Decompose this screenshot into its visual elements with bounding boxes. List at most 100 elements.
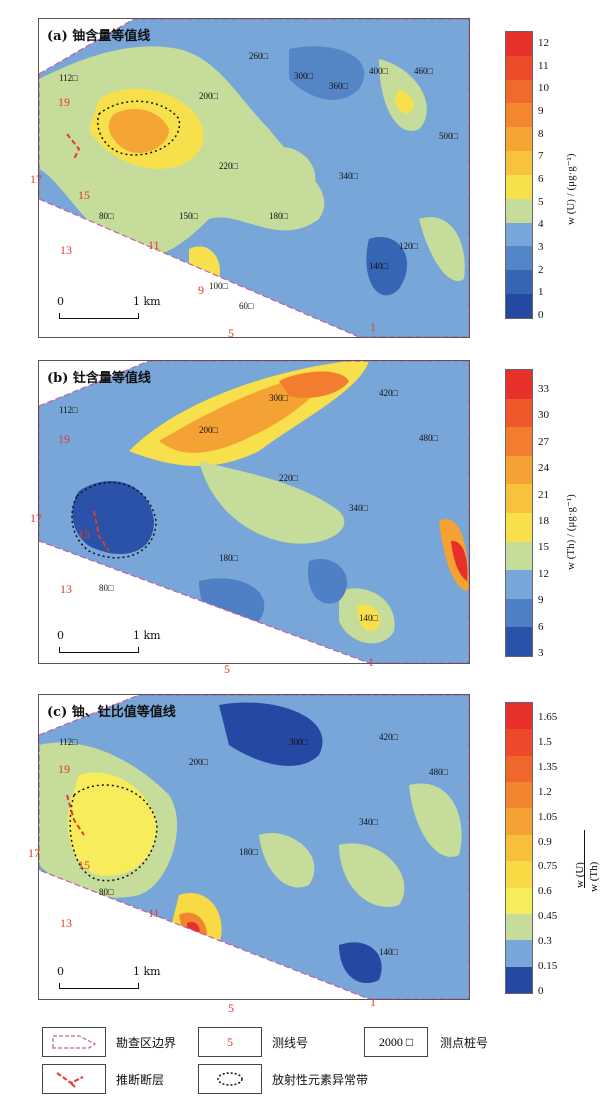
ratio-colorbar-label: w (U) w (Th) bbox=[574, 830, 600, 892]
colorbar-tick-label: 0.45 bbox=[538, 910, 558, 923]
colorbar-tick-label: 1 bbox=[538, 286, 544, 299]
colorbar-tick-label: 0.3 bbox=[538, 935, 552, 948]
point-label: 200□ bbox=[199, 425, 219, 435]
line-number: 13 bbox=[60, 243, 72, 257]
line-number: 1 bbox=[370, 320, 376, 334]
legend-fault-label: 推断断层 bbox=[116, 1073, 165, 1087]
point-label: 260□ bbox=[249, 51, 269, 61]
panel-title: (c) 铀、钍比值等值线 bbox=[47, 705, 176, 720]
scale-distance: 1 km bbox=[133, 295, 161, 308]
point-label: 200□ bbox=[199, 91, 219, 101]
colorbar-tick-label: 6 bbox=[538, 620, 544, 633]
point-label: 220□ bbox=[219, 161, 239, 171]
line-number: 11 bbox=[148, 238, 160, 252]
colorbar-tick-label: 1.65 bbox=[538, 711, 558, 723]
legend-line-number-label: 测线号 bbox=[272, 1036, 309, 1050]
line-number: 19 bbox=[58, 432, 70, 446]
legend-fault-swatch bbox=[42, 1064, 106, 1094]
point-label: 112□ bbox=[59, 737, 78, 747]
colorbar-tick-label: 0.15 bbox=[538, 960, 558, 973]
scale-zero: 0 bbox=[57, 629, 64, 642]
ratio-map-svg: 112□ 200□ 300□ 420□ 480□ 340□ 180□ 140□ … bbox=[39, 695, 469, 999]
point-label: 80□ bbox=[99, 887, 114, 897]
uranium-map-svg: 112□ 200□ 260□ 300□ 360□ 400□ 460□ 500□ … bbox=[39, 19, 469, 337]
line-number: 15 bbox=[78, 527, 90, 541]
colorbar-tick-label: 1.35 bbox=[538, 760, 558, 773]
line-number: 13 bbox=[60, 916, 72, 930]
line-number: 19 bbox=[58, 762, 70, 776]
map-legend: 勘查区边界 5 测线号 2000 □ 测点桩号 推断断层 放射性元素异常带 bbox=[0, 1022, 615, 1101]
survey-points: 112□ 200□ 260□ 300□ 360□ 400□ 460□ 500□ … bbox=[59, 51, 459, 311]
point-label: 100□ bbox=[209, 281, 229, 291]
line-number: 15 bbox=[78, 858, 90, 872]
line-number: 1 bbox=[368, 655, 374, 669]
thorium-colorbar bbox=[505, 369, 533, 657]
scale-distance: 1 km bbox=[133, 965, 161, 978]
uranium-colorbar-label: w (U) / (μg·g⁻¹) bbox=[565, 153, 577, 225]
point-label: 80□ bbox=[99, 583, 114, 593]
point-label: 112□ bbox=[59, 405, 78, 415]
line-number: 1 bbox=[370, 995, 376, 1009]
point-label: 180□ bbox=[219, 553, 239, 563]
legend-point-swatch: 2000 □ bbox=[364, 1027, 428, 1057]
u-th-ratio-contour-map: 112□ 200□ 300□ 420□ 480□ 340□ 180□ 140□ … bbox=[38, 694, 470, 1000]
point-label: 180□ bbox=[269, 211, 289, 221]
colorbar-tick-label: 24 bbox=[538, 462, 549, 475]
survey-points: 112□ 200□ 300□ 420□ 480□ 340□ 180□ 140□ … bbox=[59, 732, 449, 957]
point-label: 300□ bbox=[269, 393, 289, 403]
colorbar-tick-label: 1.2 bbox=[538, 785, 552, 798]
point-label: 360□ bbox=[329, 81, 349, 91]
point-label: 400□ bbox=[369, 66, 389, 76]
point-label: 80□ bbox=[99, 211, 114, 221]
colorbar-tick-label: 10 bbox=[538, 82, 549, 95]
colorbar-tick-label: 3 bbox=[538, 241, 544, 253]
ratio-colorbar bbox=[505, 702, 533, 994]
colorbar-tick-label: 7 bbox=[538, 150, 544, 163]
colorbar-tick-label: 4 bbox=[538, 218, 544, 231]
colorbar-tick-label: 18 bbox=[538, 515, 549, 527]
colorbar-tick-label: 11 bbox=[538, 59, 549, 72]
colorbar-tick-label: 1.5 bbox=[538, 735, 552, 748]
legend-point-sample: 2000 bbox=[378, 1034, 403, 1049]
colorbar-tick-label: 0 bbox=[538, 309, 544, 321]
line-number: 9 bbox=[198, 283, 204, 297]
colorbar-tick-label: 21 bbox=[538, 488, 549, 501]
line-number: 11 bbox=[148, 906, 160, 920]
survey-points: 112□ 200□ 300□ 420□ 480□ 340□ 220□ 180□ … bbox=[59, 388, 439, 623]
point-label: 140□ bbox=[359, 613, 379, 623]
uranium-contour-map: 112□ 200□ 260□ 300□ 360□ 400□ 460□ 500□ … bbox=[38, 18, 470, 338]
line-number: 19 bbox=[58, 95, 70, 109]
scale-zero: 0 bbox=[57, 965, 64, 978]
legend-point-label: 测点桩号 bbox=[440, 1036, 489, 1050]
colorbar-tick-label: 3 bbox=[538, 647, 544, 659]
point-label: 180□ bbox=[239, 847, 259, 857]
point-label: 220□ bbox=[279, 473, 299, 483]
uranium-colorbar bbox=[505, 31, 533, 319]
thorium-colorbar-label: w (Th) / (μg·g⁻¹) bbox=[565, 494, 577, 570]
point-label: 480□ bbox=[429, 767, 449, 777]
colorbar-tick-label: 0.6 bbox=[538, 885, 552, 898]
line-number: 5 bbox=[228, 1001, 234, 1015]
legend-boundary-swatch bbox=[42, 1027, 106, 1057]
colorbar-tick-label: 27 bbox=[538, 435, 549, 448]
point-label: 500□ bbox=[439, 131, 459, 141]
legend-line-number-sample: 5 bbox=[227, 1034, 233, 1049]
point-label: 150□ bbox=[179, 211, 199, 221]
line-number: 17 bbox=[28, 846, 40, 860]
line-number: 5 bbox=[228, 326, 234, 340]
line-number: 5 bbox=[224, 662, 230, 676]
line-number: 13 bbox=[60, 582, 72, 596]
scale-zero: 0 bbox=[57, 295, 64, 308]
colorbar-tick-label: 0.9 bbox=[538, 835, 552, 848]
colorbar-tick-label: 8 bbox=[538, 127, 544, 140]
point-label: 300□ bbox=[294, 71, 314, 81]
line-number: 17 bbox=[30, 511, 42, 525]
point-label: 140□ bbox=[369, 261, 389, 271]
legend-boundary-label: 勘查区边界 bbox=[116, 1036, 177, 1050]
point-label: 140□ bbox=[379, 947, 399, 957]
line-number: 15 bbox=[78, 188, 90, 202]
ratio-denominator: w (Th) bbox=[588, 861, 600, 892]
point-label: 200□ bbox=[189, 757, 209, 767]
point-label: 420□ bbox=[379, 732, 399, 742]
legend-line-number-swatch: 5 bbox=[198, 1027, 262, 1057]
